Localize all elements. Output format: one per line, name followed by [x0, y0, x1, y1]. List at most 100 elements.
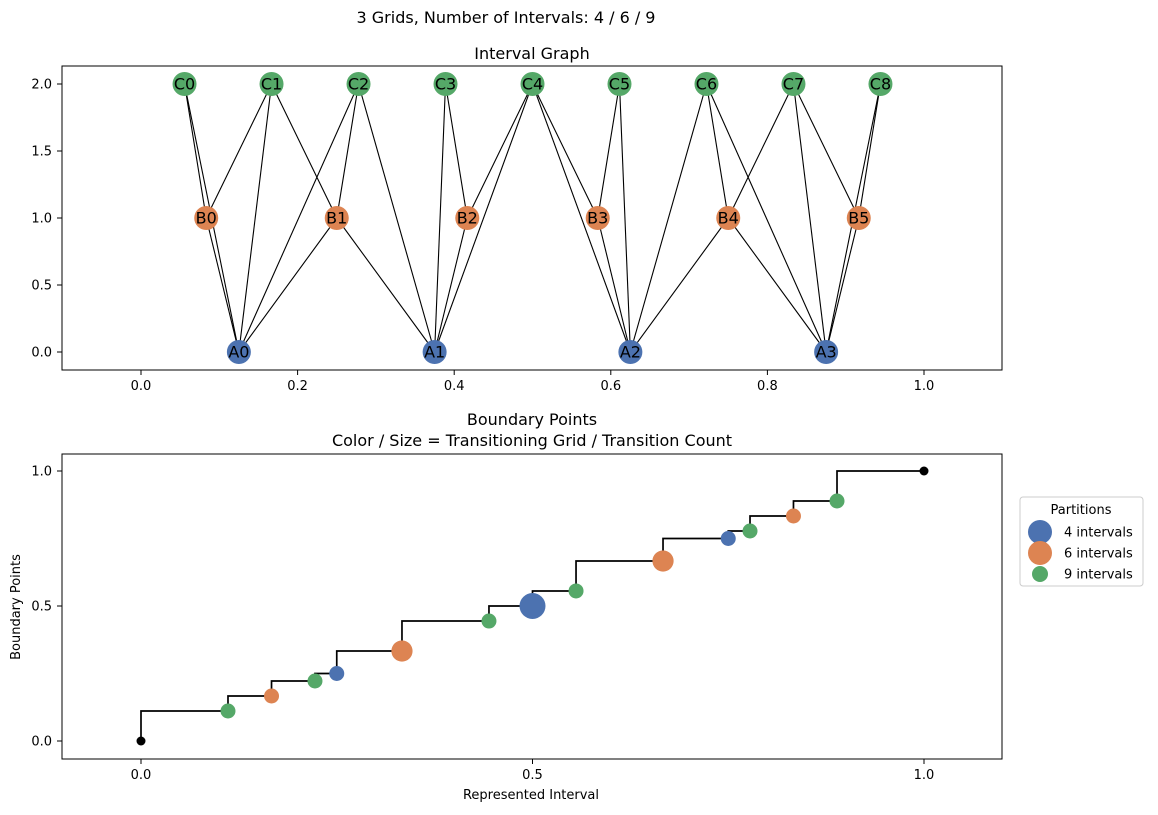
graph-node-marker: [194, 206, 219, 230]
legend: Partitions 4 intervals 6 intervals 9 inter…: [1019, 496, 1144, 587]
scatter-y-tick-label: 1.0: [31, 465, 52, 480]
boundary-endpoint: [136, 736, 146, 746]
legend-entry: 6 intervals: [1028, 541, 1133, 565]
graph-node: A1: [422, 340, 447, 364]
graph-node-label: A2: [620, 343, 641, 362]
graph-edge: [238, 217, 338, 353]
graph-edge: [466, 83, 533, 219]
graph-node: C7: [781, 72, 806, 96]
boundary-point: [307, 673, 323, 689]
graph-node: A2: [618, 340, 643, 364]
graph-edge: [238, 83, 360, 353]
graph-node-label: A3: [816, 343, 837, 362]
legend-entry: 4 intervals: [1028, 520, 1133, 544]
graph-node-label: B4: [718, 209, 739, 228]
graph-node-marker: [259, 72, 284, 96]
graph-edge: [727, 217, 827, 353]
graph-node-label: C4: [522, 75, 543, 94]
legend-marker: [1028, 520, 1052, 544]
boundary-point: [742, 523, 758, 539]
boundary-point: [264, 688, 280, 704]
graph-node-label: C2: [348, 75, 369, 94]
graph-node-marker: [716, 206, 741, 230]
graph-edge: [618, 83, 631, 353]
graph-node-label: A0: [228, 343, 249, 362]
graph-node-marker: [694, 72, 719, 96]
boundary-points: [136, 466, 929, 746]
legend-label: 4 intervals: [1064, 526, 1133, 541]
graph-edge: [792, 83, 827, 353]
graph-edge: [444, 83, 468, 219]
graph-node-label: C0: [174, 75, 195, 94]
graph-node-marker: [868, 72, 893, 96]
graph-edge: [597, 83, 621, 219]
boundary-endpoint: [919, 466, 929, 476]
graph-x-tick-label: 0.8: [757, 379, 778, 394]
scatter-x-tick-label: 0.0: [131, 768, 152, 783]
graph-y-tick-label: 2.0: [31, 78, 52, 93]
graph-edge: [705, 83, 827, 353]
graph-edge: [336, 217, 436, 353]
graph-node-marker: [585, 206, 610, 230]
legend-title: Partitions: [1051, 503, 1112, 518]
graph-node-label: B1: [326, 209, 347, 228]
graph-y-tick-label: 0.0: [31, 346, 52, 361]
graph-x-axis: 0.0 0.2 0.4 0.6 0.8 1.0: [131, 370, 934, 394]
scatter-title: Boundary Points: [467, 410, 597, 429]
graph-node-marker: [346, 72, 371, 96]
scatter-x-label: Represented Interval: [463, 788, 599, 803]
legend-label: 6 intervals: [1064, 547, 1133, 562]
graph-node-marker: [226, 340, 251, 364]
graph-node: B2: [455, 206, 480, 230]
graph-node: C6: [694, 72, 719, 96]
graph-node: C4: [520, 72, 545, 96]
legend-entry: 9 intervals: [1032, 566, 1133, 583]
legend-label: 9 intervals: [1064, 568, 1133, 583]
scatter-subtitle: Color / Size = Transitioning Grid / Tran…: [332, 431, 732, 450]
graph-edge: [336, 83, 360, 219]
graph-edge: [238, 83, 273, 353]
graph-node: A3: [814, 340, 839, 364]
boundary-point: [519, 593, 546, 619]
graph-node: B4: [716, 206, 741, 230]
graph-edges: [183, 83, 882, 353]
graph-node-marker: [618, 340, 643, 364]
legend-marker: [1028, 541, 1052, 565]
graph-node-label: B5: [848, 209, 869, 228]
graph-y-tick-label: 0.5: [31, 279, 52, 294]
graph-edge: [531, 83, 631, 353]
scatter-y-axis: 0.0 0.5 1.0: [31, 465, 62, 750]
graph-edge: [705, 83, 729, 219]
graph-node-marker: [422, 340, 447, 364]
graph-node: C5: [607, 72, 632, 96]
boundary-point: [785, 508, 801, 524]
graph-node-label: C6: [696, 75, 717, 94]
graph-node-marker: [846, 206, 871, 230]
graph-node-marker: [433, 72, 458, 96]
graph-x-tick-label: 0.4: [444, 379, 465, 394]
graph-node-marker: [455, 206, 480, 230]
graph-node: B5: [846, 206, 871, 230]
graph-node-label: C3: [435, 75, 456, 94]
boundary-point: [720, 531, 736, 546]
graph-edge: [629, 83, 708, 353]
graph-node: A0: [226, 340, 251, 364]
graph-node: B0: [194, 206, 219, 230]
graph-edge: [434, 83, 447, 353]
graph-node-marker: [607, 72, 632, 96]
boundary-point: [220, 703, 236, 719]
graph-edge: [858, 83, 882, 219]
graph-y-axis: 0.0 0.5 1.0 1.5 2.0: [31, 78, 62, 361]
graph-x-tick-label: 0.6: [600, 379, 621, 394]
graph-edge: [205, 83, 273, 219]
legend-box: [1019, 496, 1144, 587]
graph-node: C3: [433, 72, 458, 96]
boundary-point: [329, 666, 345, 681]
scatter-y-tick-label: 0.0: [31, 735, 52, 750]
scatter-x-tick-label: 0.5: [522, 768, 543, 783]
graph-node-marker: [814, 340, 839, 364]
graph-node-label: C1: [261, 75, 282, 94]
graph-node-label: C7: [783, 75, 804, 94]
